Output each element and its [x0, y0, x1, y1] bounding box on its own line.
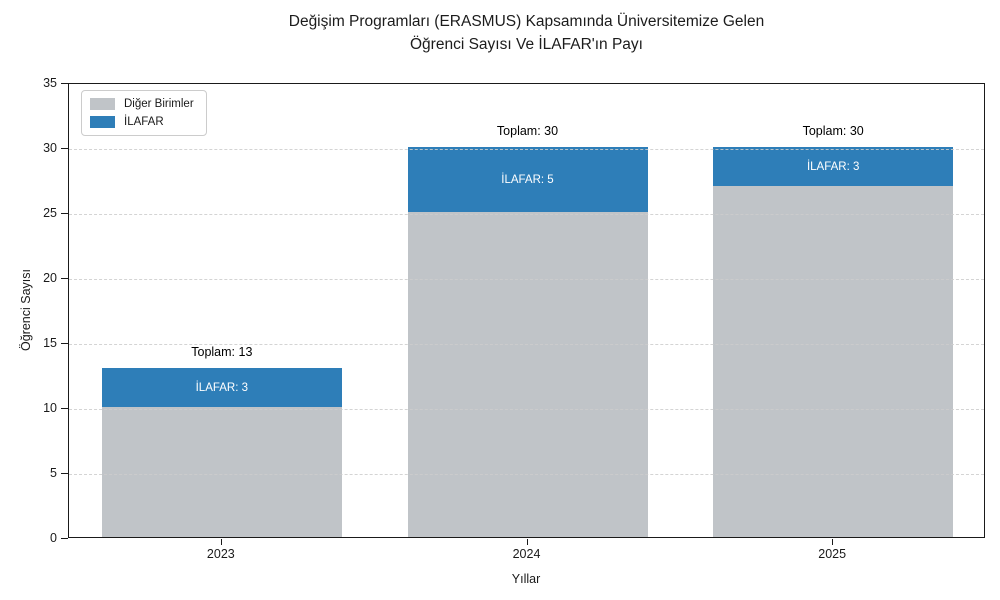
- x-tick-label-2024: 2024: [512, 547, 541, 561]
- y-tick-30: [61, 148, 68, 149]
- plot-area: Diğer Birimler İLAFAR İLAFAR: 3 Toplam: 1…: [68, 83, 985, 538]
- x-tick-2023: [220, 539, 222, 545]
- y-tick-20: [61, 278, 68, 279]
- legend: Diğer Birimler İLAFAR: [81, 90, 207, 136]
- bar-label-ilafar-2024: İLAFAR: 5: [501, 173, 554, 186]
- y-tick-10: [61, 408, 68, 409]
- chart-title-line1: Değişim Programları (ERASMUS) Kapsamında…: [288, 13, 765, 30]
- y-tick-label-5: 5: [50, 466, 57, 480]
- y-tick-label-25: 25: [43, 206, 57, 220]
- y-tick-label-35: 35: [43, 76, 57, 90]
- y-tick-0: [61, 538, 68, 539]
- gridline-10: [69, 409, 984, 410]
- legend-label-ilafar: İLAFAR: [124, 116, 164, 128]
- x-tick-2024: [526, 539, 528, 545]
- x-axis-label: Yıllar: [511, 572, 541, 586]
- x-tick-2025: [832, 539, 834, 545]
- bar-segment-diger-birimler-2023: [101, 407, 342, 537]
- bar-label-total-2024: Toplam: 30: [496, 124, 559, 138]
- chart-title-line2: Öğrenci Sayısı Ve İLAFAR'ın Payı: [410, 36, 643, 53]
- gridline-15: [69, 344, 984, 345]
- bar-segment-diger-birimler-2025: [713, 186, 954, 537]
- bar-label-total-2023: Toplam: 13: [191, 345, 253, 359]
- y-tick-5: [61, 473, 68, 474]
- y-tick-label-15: 15: [43, 336, 57, 350]
- legend-item-diger-birimler: Diğer Birimler: [90, 98, 194, 110]
- bar-label-total-2025: Toplam: 30: [802, 124, 864, 138]
- bar-segment-diger-birimler-2024: [407, 212, 648, 537]
- y-tick-15: [61, 343, 68, 344]
- bar-segment-ilafar-2025: [713, 147, 954, 186]
- bar-label-ilafar-2025: İLAFAR: 3: [806, 160, 860, 173]
- y-tick-25: [61, 213, 68, 214]
- y-tick-label-30: 30: [43, 141, 57, 155]
- y-tick-35: [61, 83, 68, 84]
- y-tick-label-20: 20: [43, 271, 57, 285]
- legend-swatch-ilafar: [90, 116, 115, 128]
- gridline-20: [69, 279, 984, 280]
- chart-title: Değişim Programları (ERASMUS) Kapsamında…: [68, 10, 985, 56]
- y-tick-label-10: 10: [43, 401, 57, 415]
- bar-segment-ilafar-2023: [101, 368, 342, 407]
- legend-label-diger-birimler: Diğer Birimler: [124, 98, 194, 110]
- gridline-5: [69, 474, 984, 475]
- gridline-30: [69, 149, 984, 150]
- x-tick-label-2023: 2023: [206, 547, 235, 561]
- legend-item-ilafar: İLAFAR: [90, 116, 194, 128]
- gridline-25: [69, 214, 984, 215]
- legend-swatch-diger-birimler: [90, 98, 115, 110]
- bar-label-ilafar-2023: İLAFAR: 3: [195, 381, 249, 394]
- bar-segment-ilafar-2024: [407, 147, 648, 212]
- x-tick-label-2025: 2025: [818, 547, 847, 561]
- y-tick-label-0: 0: [50, 531, 57, 545]
